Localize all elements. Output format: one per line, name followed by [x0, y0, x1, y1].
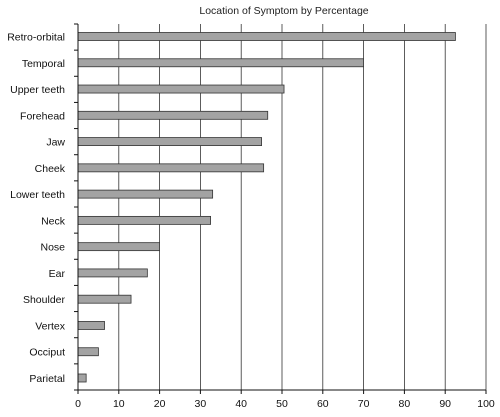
category-label: Shoulder	[23, 294, 66, 306]
category-label: Upper teeth	[10, 84, 65, 96]
category-label: Lower teeth	[10, 189, 65, 201]
category-label: Nose	[40, 242, 65, 254]
gridlines	[118, 24, 487, 390]
chart-title: Location of Symptom by Percentage	[199, 5, 368, 17]
x-tick-label: 40	[235, 398, 247, 410]
x-tick-label: 90	[439, 398, 451, 410]
x-tick-label: 80	[399, 398, 411, 410]
x-tick-label: 100	[477, 398, 495, 410]
bar-shoulder	[77, 294, 132, 304]
category-label: Temporal	[22, 58, 65, 70]
category-label: Neck	[41, 215, 66, 227]
x-tick-label: 50	[276, 398, 288, 410]
x-tick-label: 60	[317, 398, 329, 410]
bar-forehead	[77, 110, 269, 120]
x-tick-label: 0	[75, 398, 81, 410]
bar-occiput	[77, 347, 99, 357]
category-label: Vertex	[35, 320, 66, 332]
bar-lower-teeth	[77, 189, 214, 199]
bar-nose	[77, 242, 160, 252]
bar-vertex	[77, 321, 105, 330]
bar-cheek	[77, 163, 265, 173]
bar-jaw	[77, 137, 263, 146]
x-tick-label: 30	[195, 398, 207, 410]
x-tick-label: 70	[358, 398, 370, 410]
labels: 0 10 20 30 40 50 60 70 80 90 100 Retro-orbital Tempo…	[7, 32, 495, 411]
category-label: Ear	[49, 268, 66, 280]
category-label: Occiput	[29, 347, 65, 359]
category-label: Jaw	[46, 137, 65, 149]
bar-neck	[77, 215, 212, 225]
bar-upper-teeth	[77, 84, 285, 94]
category-label: Parietal	[29, 373, 65, 385]
bar-temporal	[77, 58, 365, 68]
x-tick-label: 10	[113, 398, 125, 410]
bar-parietal	[77, 373, 87, 383]
bars	[77, 32, 456, 383]
category-label: Cheek	[35, 163, 66, 175]
category-label: Forehead	[20, 110, 65, 122]
bar-ear	[77, 268, 148, 278]
axes	[74, 23, 487, 394]
bar-retro-orbital	[77, 32, 456, 41]
x-tick-label: 20	[154, 398, 166, 410]
category-label: Retro-orbital	[7, 32, 65, 44]
